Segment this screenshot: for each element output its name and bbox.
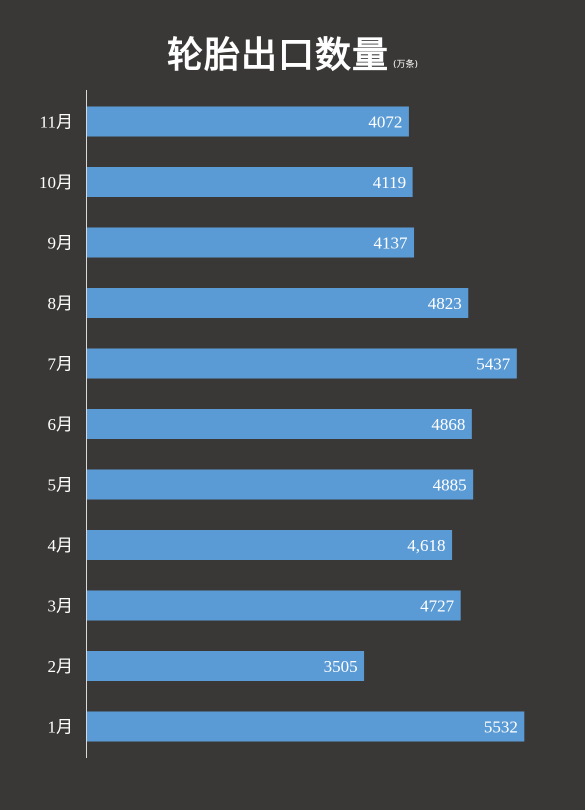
bar-5 bbox=[87, 348, 517, 379]
value-label: 4885 bbox=[433, 476, 467, 495]
category-label: 7月 bbox=[48, 355, 74, 374]
category-label: 8月 bbox=[48, 294, 74, 313]
bar-3 bbox=[87, 227, 415, 258]
value-label: 4868 bbox=[431, 415, 465, 434]
bar-9 bbox=[87, 590, 461, 621]
value-label: 5532 bbox=[484, 718, 518, 737]
category-label: 11月 bbox=[40, 113, 73, 132]
value-label: 4,618 bbox=[407, 536, 445, 555]
chart-unit: (万条) bbox=[392, 60, 419, 70]
chart-title: 轮胎出口数量 bbox=[166, 35, 389, 76]
category-label: 2月 bbox=[48, 657, 74, 676]
value-label: 4727 bbox=[420, 597, 455, 616]
bar-2 bbox=[87, 167, 413, 197]
category-label: 9月 bbox=[48, 234, 74, 253]
value-label: 4072 bbox=[368, 113, 402, 132]
category-label: 6月 bbox=[48, 415, 74, 434]
value-label: 5437 bbox=[476, 355, 511, 374]
bar-11 bbox=[87, 711, 525, 742]
value-label: 4119 bbox=[373, 173, 406, 192]
category-label: 10月 bbox=[39, 173, 73, 192]
chart-title-wrap: 轮胎出口数量 (万条) bbox=[0, 26, 585, 78]
value-label: 4823 bbox=[428, 294, 462, 313]
category-label: 5月 bbox=[48, 476, 74, 495]
category-label: 4月 bbox=[48, 536, 74, 555]
value-label: 3505 bbox=[324, 657, 358, 676]
bar-10 bbox=[87, 651, 365, 681]
bar-8 bbox=[87, 530, 453, 560]
value-label: 4137 bbox=[374, 234, 409, 253]
bar-1 bbox=[87, 106, 409, 137]
category-label: 1月 bbox=[48, 718, 74, 737]
bar-7 bbox=[87, 469, 474, 500]
category-label: 3月 bbox=[48, 597, 74, 616]
bar-6 bbox=[87, 409, 472, 439]
bar-4 bbox=[87, 288, 469, 318]
